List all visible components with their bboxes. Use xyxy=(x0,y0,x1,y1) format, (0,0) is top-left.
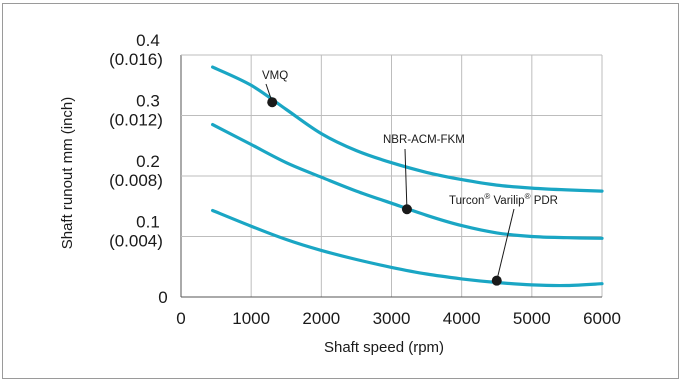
x-tick-3000: 3000 xyxy=(373,309,411,328)
annotation-turcon-varilip-pdr: Turcon® Varilip® PDR xyxy=(449,192,558,207)
annotation-registered-mark-2: ® xyxy=(525,192,531,201)
y-tick-labels: 0 0.1(0.004) 0.2(0.008) 0.3(0.012) 0.4(0.016… xyxy=(109,31,168,307)
x-tick-4000: 4000 xyxy=(443,309,481,328)
series-line-turcon-varilip-pdr xyxy=(211,208,604,288)
leader-turcon-varilip-pdr xyxy=(496,208,515,281)
x-tick-labels: 0 1000 2000 3000 4000 5000 6000 xyxy=(176,309,621,328)
marker-vmq xyxy=(267,97,278,108)
x-axis-label: Shaft speed (rpm) xyxy=(324,339,444,356)
x-tick-0: 0 xyxy=(176,309,185,328)
marker-nbr-acm-fkm xyxy=(401,204,412,215)
grid xyxy=(180,54,603,298)
y-tick-0.4: 0.4 xyxy=(136,31,160,50)
annotation-vmq: VMQ xyxy=(262,70,288,82)
annotation-pdr-part: PDR xyxy=(531,195,558,207)
y-axis-label: Shaft runout mm (inch) xyxy=(59,97,76,250)
x-tick-2000: 2000 xyxy=(302,309,340,328)
annotation-registered-mark-1: ® xyxy=(484,192,490,201)
x-tick-5000: 5000 xyxy=(513,309,551,328)
x-tick-6000: 6000 xyxy=(583,309,621,328)
y-tick-0.1: 0.1 xyxy=(136,213,160,232)
series-markers xyxy=(267,97,502,286)
y-tick-sub-0.1: (0.004) xyxy=(109,232,163,251)
y-tick-sub-0.2: (0.008) xyxy=(109,171,163,190)
annotation-varilip-part: Varilip xyxy=(490,195,524,207)
annotation-turcon-part: Turcon xyxy=(449,195,484,207)
y-tick-0.2: 0.2 xyxy=(136,152,160,171)
marker-turcon-varilip-pdr xyxy=(491,275,502,286)
y-tick-0: 0 xyxy=(158,288,167,307)
series-line-vmq xyxy=(211,65,604,193)
x-tick-1000: 1000 xyxy=(232,309,270,328)
y-tick-sub-0.4: (0.016) xyxy=(109,50,163,69)
y-tick-sub-0.3: (0.012) xyxy=(109,111,163,130)
annotation-nbr-acm-fkm: NBR-ACM-FKM xyxy=(383,134,465,146)
leader-nbr-acm-fkm xyxy=(404,148,408,210)
y-tick-0.3: 0.3 xyxy=(136,92,160,111)
